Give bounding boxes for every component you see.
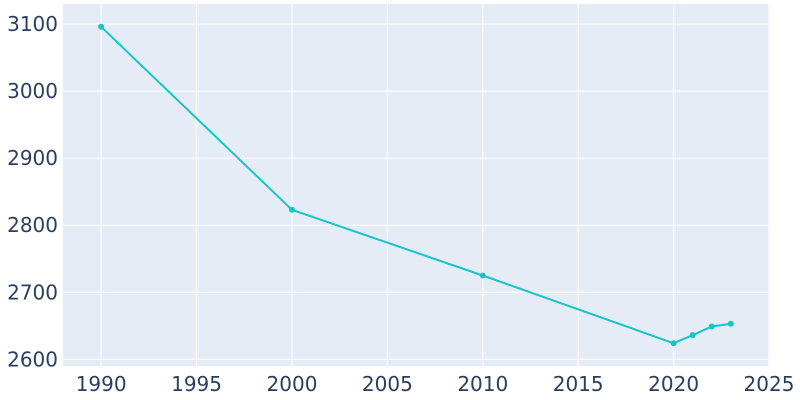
x-gridlines (100, 4, 770, 366)
y-tick-label: 2900 (7, 146, 58, 170)
x-axis-tick-labels: 1990 1995 2000 2005 2010 2015 2020 2025 (76, 372, 795, 396)
x-tick-label: 2010 (457, 372, 508, 396)
plot-area (63, 4, 769, 366)
y-tick-label: 3100 (7, 12, 58, 36)
x-tick-label: 2000 (267, 372, 318, 396)
data-point (98, 23, 105, 30)
x-tick-label: 2005 (362, 372, 413, 396)
x-tick-label: 2015 (553, 372, 604, 396)
y-tick-label: 2800 (7, 213, 58, 237)
data-point (727, 320, 734, 327)
data-point (708, 323, 715, 330)
x-tick-label: 2020 (648, 372, 699, 396)
x-tick-label: 1995 (171, 372, 222, 396)
data-point (288, 206, 295, 213)
data-point (670, 340, 677, 347)
y-tick-label: 3000 (7, 79, 58, 103)
series-points (98, 23, 734, 347)
data-point (689, 332, 696, 339)
y-axis-tick-labels: 2600 2700 2800 2900 3000 3100 (7, 12, 58, 371)
y-tick-label: 2700 (7, 280, 58, 304)
x-tick-label: 1990 (76, 372, 127, 396)
x-tick-label: 2025 (744, 372, 795, 396)
y-gridlines (63, 23, 769, 360)
y-tick-label: 2600 (7, 347, 58, 371)
data-point (479, 272, 486, 279)
